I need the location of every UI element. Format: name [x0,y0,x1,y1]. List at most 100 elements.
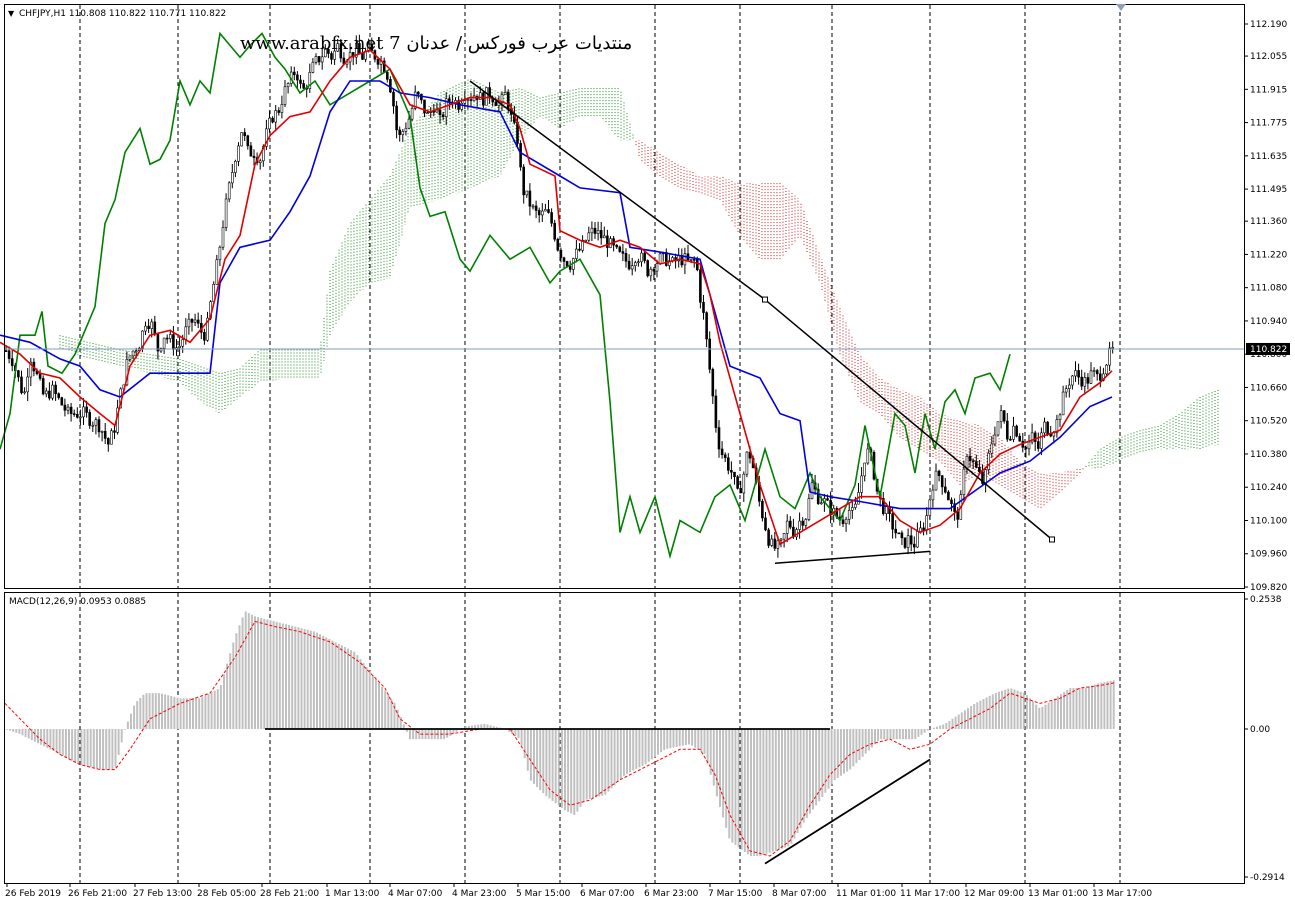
candle-body [699,269,702,303]
candle-body [51,384,54,399]
candle-body [407,118,411,129]
trendline-handle-1[interactable] [1049,536,1055,543]
candle-body [534,205,538,211]
candle-body [76,413,79,418]
candle-body [599,230,603,239]
macd-panel [4,611,1115,857]
candle-body [100,430,104,433]
candle-body [150,321,153,329]
candle-body [190,318,194,323]
candle-body [482,92,485,106]
macd-tick-label: 0.00 [1250,725,1270,735]
candle-body [525,190,529,196]
shift-marker-icon[interactable] [1116,4,1126,11]
candle-body [522,166,526,196]
candle-body [478,92,482,100]
price-tick-label: 110.240 [1250,483,1287,493]
candle-body [1080,376,1083,387]
candle-body [922,527,925,531]
candle-body [581,239,584,251]
candle-body [903,537,907,548]
candle-body [1089,370,1093,384]
trendline-1[interactable] [774,550,931,564]
candle-body [562,257,566,262]
time-tick-label: 12 Mar 09:00 [964,889,1024,899]
candle-body [943,486,947,493]
time-tick-label: 7 Mar 15:00 [708,889,763,899]
candle-body [550,212,553,224]
candle-body [79,416,82,419]
candle-body [246,135,250,147]
price-tick-label: 111.220 [1250,250,1287,260]
candle-body [218,246,222,261]
candle-body [333,50,336,60]
axes: 112.190 112.055 111.915 111.775 111.635 111.4… [5,20,1290,899]
candle-body [736,476,739,489]
candle-body [1068,384,1071,389]
candle-body [767,529,770,546]
candle-body [44,390,48,395]
candle-body [826,498,829,501]
candle-body [1012,425,1015,440]
candle-body [296,74,299,81]
candle-body [854,503,857,508]
candle-body [897,532,901,535]
candle-body [621,251,625,254]
candle-body [292,71,296,76]
candle-body [91,424,95,427]
candle-body [330,53,333,60]
candle-body [41,378,45,395]
candle-body [1030,432,1034,443]
candle-body [1086,377,1090,384]
candle-body [88,412,91,426]
candle-body [633,262,637,266]
price-tick-label: 111.915 [1250,85,1287,95]
candle-body [271,117,274,123]
candle-body [937,470,941,476]
candle-body [485,87,488,106]
candle-body [664,252,668,266]
candle-body [268,117,271,130]
candle-body [131,350,135,357]
candle-body [1058,414,1062,420]
dropdown-arrow-icon[interactable]: ▼ [8,9,15,18]
candle-body [643,252,646,261]
candle-body [640,252,643,263]
candle-body [912,543,916,548]
candle-body [1074,370,1077,377]
candle-body [258,160,262,163]
candle-body [181,339,184,347]
candle-body [925,515,929,531]
trendline-handle-0[interactable] [762,296,768,303]
candle-body [593,227,597,234]
candle-body [69,406,73,414]
candle-body [1108,347,1111,366]
price-tick-label: 111.080 [1250,284,1287,294]
grid [79,5,1121,883]
candle-body [785,520,789,534]
candle-body [26,376,30,393]
candle-body [1095,370,1099,375]
candle-body [695,259,699,271]
candle-body [885,506,888,514]
candle-body [1024,447,1028,450]
candle-body [730,470,733,473]
candle-body [916,531,919,548]
candle-body [398,129,402,135]
time-tick-label: 8 Mar 07:00 [772,889,827,899]
candle-body [547,209,550,213]
price-tick-label: 109.820 [1250,583,1287,593]
candle-body [249,145,253,157]
macd-trendline-1[interactable] [764,758,931,865]
candle-body [782,533,786,540]
candle-body [261,146,265,162]
candle-body [894,528,898,534]
price-tick-label: 112.190 [1250,20,1287,30]
candle-body [463,100,467,104]
price-tick-label: 110.940 [1250,317,1287,327]
candle-body [575,248,578,259]
candle-body [627,260,631,270]
candle-body [931,489,935,501]
current-price-tag [1246,342,1290,355]
candle-body [1046,421,1049,435]
